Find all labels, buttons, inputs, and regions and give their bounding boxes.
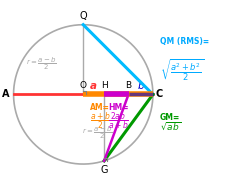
Text: HM=: HM= (108, 103, 128, 112)
Text: B: B (126, 81, 132, 90)
Text: $\sqrt{ab}$: $\sqrt{ab}$ (160, 120, 181, 132)
Text: G: G (100, 165, 108, 175)
Text: A: A (2, 89, 9, 99)
Text: AM=: AM= (90, 103, 110, 112)
Text: Q: Q (79, 11, 87, 21)
Text: a: a (90, 81, 97, 91)
Text: $\dfrac{a+b}{2}$: $\dfrac{a+b}{2}$ (90, 110, 110, 131)
Text: GM=: GM= (160, 112, 180, 122)
Text: O: O (80, 81, 87, 90)
Text: H: H (101, 81, 108, 90)
Text: $\dfrac{2ab}{a+b}$: $\dfrac{2ab}{a+b}$ (108, 110, 128, 131)
Text: b: b (137, 81, 144, 91)
Text: $r=\dfrac{a-b}{2}$: $r=\dfrac{a-b}{2}$ (26, 56, 57, 72)
Text: QM (RMS)=: QM (RMS)= (160, 37, 209, 46)
Text: C: C (156, 89, 163, 99)
Text: $\sqrt{\dfrac{a^2+b^2}{2}}$: $\sqrt{\dfrac{a^2+b^2}{2}}$ (160, 57, 204, 83)
Text: $r=\dfrac{a-b}{2}$: $r=\dfrac{a-b}{2}$ (82, 125, 113, 141)
